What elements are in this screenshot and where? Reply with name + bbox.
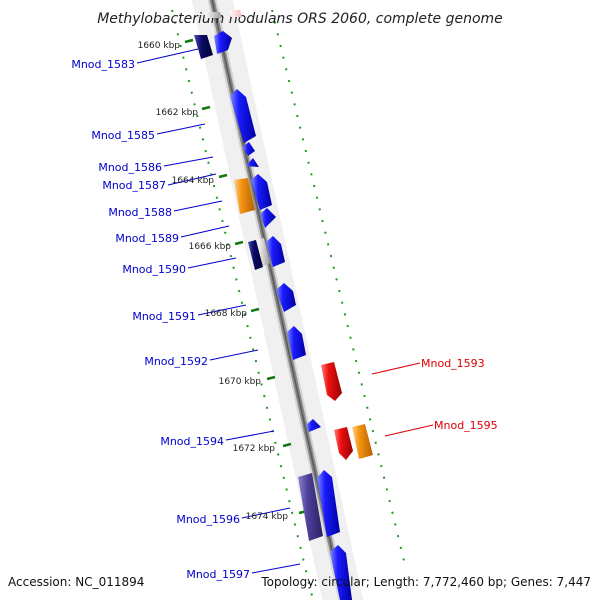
gene-arrow-mnod-1588 [251, 174, 272, 210]
gene-arrow-mnod-1597 [330, 545, 352, 600]
gene-label-mnod-1594[interactable]: Mnod_1594 [160, 435, 224, 448]
gene-labels: Mnod_1583 Mnod_1585 Mnod_1586 Mnod_1587 … [71, 58, 497, 581]
gene-label-mnod-1593[interactable]: Mnod_1593 [421, 357, 485, 370]
kbp-label-1674: 1674 kbp [246, 512, 289, 522]
tick-tracks [171, 9, 406, 600]
kbp-label-1668: 1668 kbp [205, 309, 248, 319]
accession-text: Accession: NC_011894 [8, 575, 144, 589]
gene-arrow-mnod-1596 [317, 470, 340, 537]
gene-arrow-mnod-1594 [306, 419, 321, 432]
kbp-label-1664: 1664 kbp [172, 176, 215, 186]
gene-label-mnod-1597[interactable]: Mnod_1597 [186, 568, 250, 581]
gene-arrow-mnod-1590-grey [257, 238, 270, 266]
kbp-label-1660: 1660 kbp [138, 41, 181, 51]
gene-arrow-mnod-1595-red [334, 427, 353, 460]
label-leaders [136, 48, 434, 574]
gene-arrow-mnod-1586b [246, 158, 259, 167]
kbp-label-1670: 1670 kbp [219, 377, 262, 387]
gene-arrow-mnod-1593 [321, 362, 342, 401]
gene-arrow-mnod-1590 [266, 236, 285, 267]
gene-label-mnod-1595[interactable]: Mnod_1595 [434, 419, 498, 432]
gene-arrow-top-grey [204, 12, 222, 18]
gene-label-mnod-1587[interactable]: Mnod_1587 [102, 179, 166, 192]
gene-arrow-mnod-1586a [243, 142, 255, 156]
gene-label-mnod-1589[interactable]: Mnod_1589 [115, 232, 179, 245]
gene-arrow-mnod-1587 [234, 178, 255, 214]
gene-label-mnod-1586[interactable]: Mnod_1586 [98, 161, 162, 174]
gene-arrow-mnod-1590-dark [248, 240, 263, 270]
gene-arrow-mnod-1589 [260, 208, 276, 228]
gene-arrow-mnod-1595 [352, 424, 373, 459]
inner-tick-track [171, 9, 314, 600]
gene-arrow-mnod-1583 [214, 31, 232, 54]
kbp-label-1662: 1662 kbp [156, 108, 199, 118]
gene-label-mnod-1583[interactable]: Mnod_1583 [71, 58, 135, 71]
gene-arrow-mnod-1596-purple [298, 473, 323, 541]
gene-label-mnod-1588[interactable]: Mnod_1588 [108, 206, 172, 219]
gene-arrow-mnod-1585 [230, 89, 256, 143]
genome-summary-text: Topology: circular; Length: 7,772,460 bp… [260, 575, 591, 589]
gene-arrow-mnod-1591 [276, 283, 296, 312]
gene-label-mnod-1592[interactable]: Mnod_1592 [144, 355, 208, 368]
gene-arrow-top-pink [229, 10, 242, 17]
gene-features [194, 10, 373, 600]
gene-label-mnod-1585[interactable]: Mnod_1585 [91, 129, 155, 142]
gene-arrow-mnod-1583-dark [194, 35, 213, 59]
kbp-labels: 1660 kbp 1662 kbp 1664 kbp 1666 kbp 1668… [138, 41, 289, 522]
kbp-label-1672: 1672 kbp [233, 444, 276, 454]
gene-label-mnod-1590[interactable]: Mnod_1590 [122, 263, 186, 276]
gene-label-mnod-1596[interactable]: Mnod_1596 [176, 513, 240, 526]
kbp-major-ticks [184, 38, 308, 515]
kbp-label-1666: 1666 kbp [189, 242, 232, 252]
gene-label-mnod-1591[interactable]: Mnod_1591 [132, 310, 196, 323]
gene-arrow-mnod-1592 [287, 326, 306, 360]
map-title: Methylobacterium nodulans ORS 2060, comp… [97, 11, 503, 27]
